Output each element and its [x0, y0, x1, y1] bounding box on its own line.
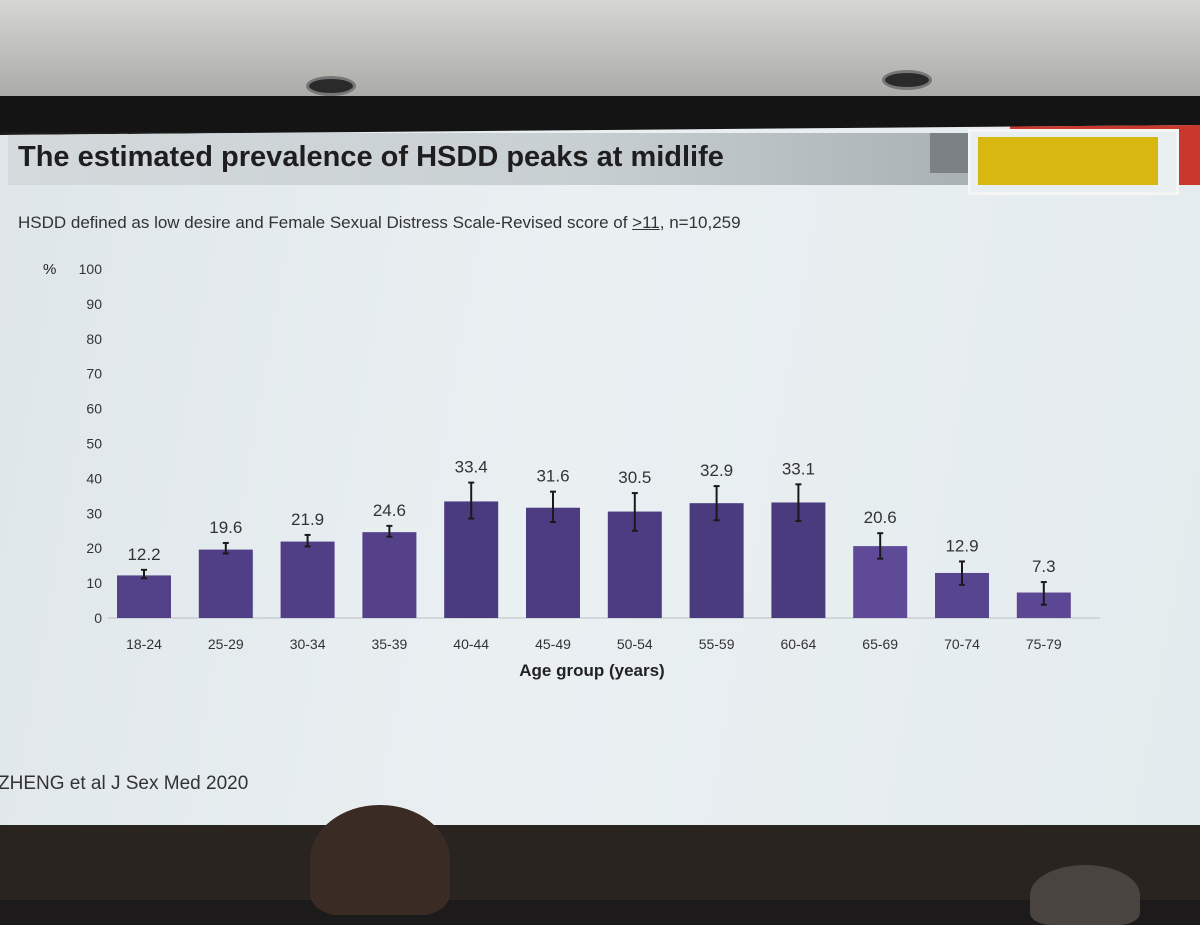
- x-tick-label: 18-24: [126, 636, 162, 652]
- data-label: 24.6: [373, 501, 406, 520]
- slide-subtitle: HSDD defined as low desire and Female Se…: [18, 213, 741, 233]
- title-bar: The estimated prevalence of HSDD peaks a…: [8, 133, 968, 185]
- y-tick-label: 100: [79, 261, 103, 277]
- data-label: 12.9: [945, 536, 978, 555]
- bar: [444, 501, 499, 618]
- x-tick-label: 30-34: [290, 636, 326, 652]
- bar: [280, 541, 335, 618]
- audience-head: [1030, 865, 1140, 925]
- y-axis-label: %: [43, 261, 56, 278]
- x-tick-label: 75-79: [1026, 636, 1062, 652]
- data-label: 20.6: [864, 508, 897, 527]
- yellow-accent-block: [978, 137, 1158, 185]
- grey-accent-block: [930, 133, 970, 173]
- slide-title: The estimated prevalence of HSDD peaks a…: [18, 141, 724, 173]
- y-tick-label: 30: [86, 505, 102, 521]
- bar: [117, 575, 171, 618]
- y-tick-label: 10: [86, 575, 102, 591]
- source-citation: ZHENG et al J Sex Med 2020: [0, 773, 249, 794]
- x-tick-label: 55-59: [699, 636, 735, 652]
- y-tick-label: 90: [86, 296, 102, 312]
- audience-head: [310, 805, 450, 915]
- y-tick-label: 80: [86, 331, 102, 347]
- audience-area: [0, 805, 1200, 925]
- subtitle-text: HSDD defined as low desire and Female Se…: [18, 213, 633, 232]
- bar: [198, 549, 253, 618]
- x-tick-label: 25-29: [208, 636, 244, 652]
- subtitle-sample-size: , n=10,259: [659, 213, 741, 232]
- y-tick-label: 60: [86, 401, 102, 417]
- data-label: 12.2: [127, 545, 160, 564]
- data-label: 33.1: [782, 459, 815, 478]
- bar: [362, 532, 417, 618]
- data-label: 32.9: [700, 461, 733, 480]
- y-tick-label: 0: [94, 610, 102, 626]
- data-label: 19.6: [209, 518, 242, 537]
- x-tick-label: 40-44: [453, 636, 489, 652]
- data-label: 33.4: [455, 458, 488, 477]
- y-tick-label: 40: [86, 470, 102, 486]
- data-label: 31.6: [536, 467, 569, 486]
- ceiling: [0, 0, 1200, 100]
- x-axis-title: Age group (years): [519, 661, 664, 680]
- y-tick-label: 50: [86, 436, 102, 452]
- x-tick-label: 65-69: [862, 636, 898, 652]
- data-label: 21.9: [291, 510, 324, 529]
- data-label: 30.5: [618, 468, 651, 487]
- bar-chart: % 0 10 20 30 40 50 60 70 80 90 100 12.2 18-24 19.6 25-2…: [43, 261, 1100, 680]
- subtitle-threshold: >11: [632, 213, 660, 232]
- x-tick-label: 45-49: [535, 636, 571, 652]
- ceiling-light: [882, 70, 932, 90]
- y-tick-label: 20: [86, 540, 102, 556]
- y-tick-label: 70: [86, 366, 102, 382]
- ceiling-light: [306, 76, 356, 96]
- data-label: 7.3: [1032, 557, 1056, 576]
- bar: [689, 503, 744, 618]
- x-tick-label: 35-39: [371, 636, 407, 652]
- projector-frame: [0, 96, 1200, 132]
- x-tick-label: 70-74: [944, 636, 980, 652]
- bar: [526, 507, 580, 618]
- slide: The estimated prevalence of HSDD peaks a…: [0, 125, 1200, 825]
- x-tick-label: 60-64: [780, 636, 816, 652]
- x-tick-label: 50-54: [617, 636, 653, 652]
